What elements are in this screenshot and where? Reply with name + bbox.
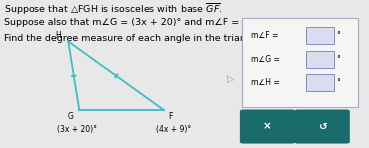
Text: m∠H =: m∠H = (251, 78, 282, 87)
Text: F: F (168, 112, 172, 121)
Text: °: ° (337, 78, 341, 87)
FancyBboxPatch shape (294, 110, 350, 144)
FancyBboxPatch shape (306, 27, 334, 44)
FancyBboxPatch shape (306, 74, 334, 91)
Text: G: G (68, 112, 74, 121)
Text: °: ° (337, 31, 341, 40)
FancyBboxPatch shape (306, 51, 334, 68)
Text: ▷: ▷ (227, 73, 234, 83)
FancyBboxPatch shape (240, 110, 295, 144)
Text: (4x + 9)°: (4x + 9)° (156, 125, 191, 134)
Text: m∠G =: m∠G = (251, 55, 282, 64)
Text: °: ° (337, 55, 341, 64)
Text: Suppose that △FGH is isosceles with base $\overline{GF}$.: Suppose that △FGH is isosceles with base… (4, 1, 222, 17)
Text: Find the degree measure of each angle in the triangle.: Find the degree measure of each angle in… (4, 34, 263, 43)
FancyBboxPatch shape (242, 18, 358, 107)
Text: m∠F =: m∠F = (251, 31, 281, 40)
Text: (3x + 20)°: (3x + 20)° (58, 125, 97, 134)
Text: H: H (55, 31, 61, 40)
Text: ×: × (263, 122, 272, 132)
Text: Suppose also that m∠G = (3x + 20)° and m∠F = (4x + 9)°.: Suppose also that m∠G = (3x + 20)° and m… (4, 18, 289, 27)
Text: ↺: ↺ (318, 122, 327, 132)
